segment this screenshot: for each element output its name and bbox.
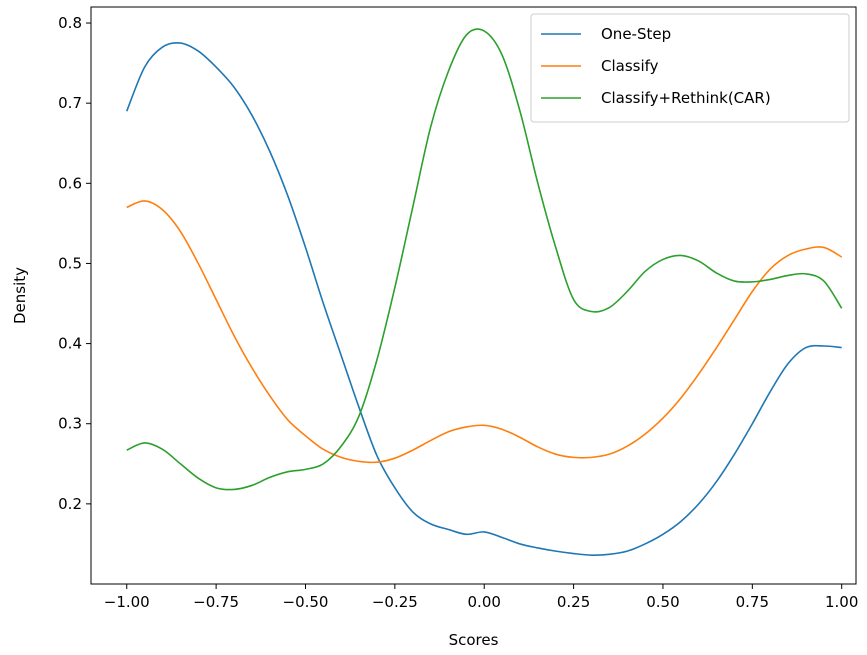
y-tick-label: 0.7	[58, 94, 82, 112]
y-tick-label: 0.5	[58, 254, 82, 272]
series-line-classify-rethink-car	[126, 28, 843, 491]
x-tick-label: 1.00	[825, 593, 858, 611]
series-line-one-step	[126, 42, 842, 556]
legend-items: One-Step Classify Classify+Rethink(CAR)	[541, 25, 771, 107]
y-tick-label: 0.6	[58, 174, 82, 192]
y-axis-label: Density	[11, 267, 29, 324]
y-tick-label: 0.3	[58, 415, 82, 433]
legend: One-Step Classify Classify+Rethink(CAR)	[530, 13, 850, 123]
ticks-layer: −1.00 −0.75 −0.50 −0.25 0.00 0.25 0.50 0.75 1.00…	[58, 14, 858, 611]
x-tick-label: −0.50	[283, 593, 329, 611]
y-tick-label: 0.2	[58, 495, 82, 513]
series-line-classify	[126, 200, 843, 464]
x-tick-label: −1.00	[104, 593, 150, 611]
x-tick-label: 0.75	[736, 593, 769, 611]
x-tick-label: 0.25	[557, 593, 590, 611]
x-axis-label: Scores	[449, 631, 499, 649]
x-tick-label: −0.75	[193, 593, 239, 611]
legend-box	[530, 13, 850, 123]
x-tick-label: 0.50	[646, 593, 679, 611]
legend-label-classify: Classify	[601, 57, 659, 75]
y-tick-label: 0.8	[58, 14, 82, 32]
legend-label-classify-rethink-car: Classify+Rethink(CAR)	[601, 89, 771, 107]
series-layer	[126, 28, 843, 556]
plot-frame	[90, 6, 857, 585]
x-tick-label: 0.00	[468, 593, 501, 611]
x-tick-label: −0.25	[372, 593, 418, 611]
y-tick-label: 0.4	[58, 335, 82, 353]
legend-label-one-step: One-Step	[601, 25, 671, 43]
